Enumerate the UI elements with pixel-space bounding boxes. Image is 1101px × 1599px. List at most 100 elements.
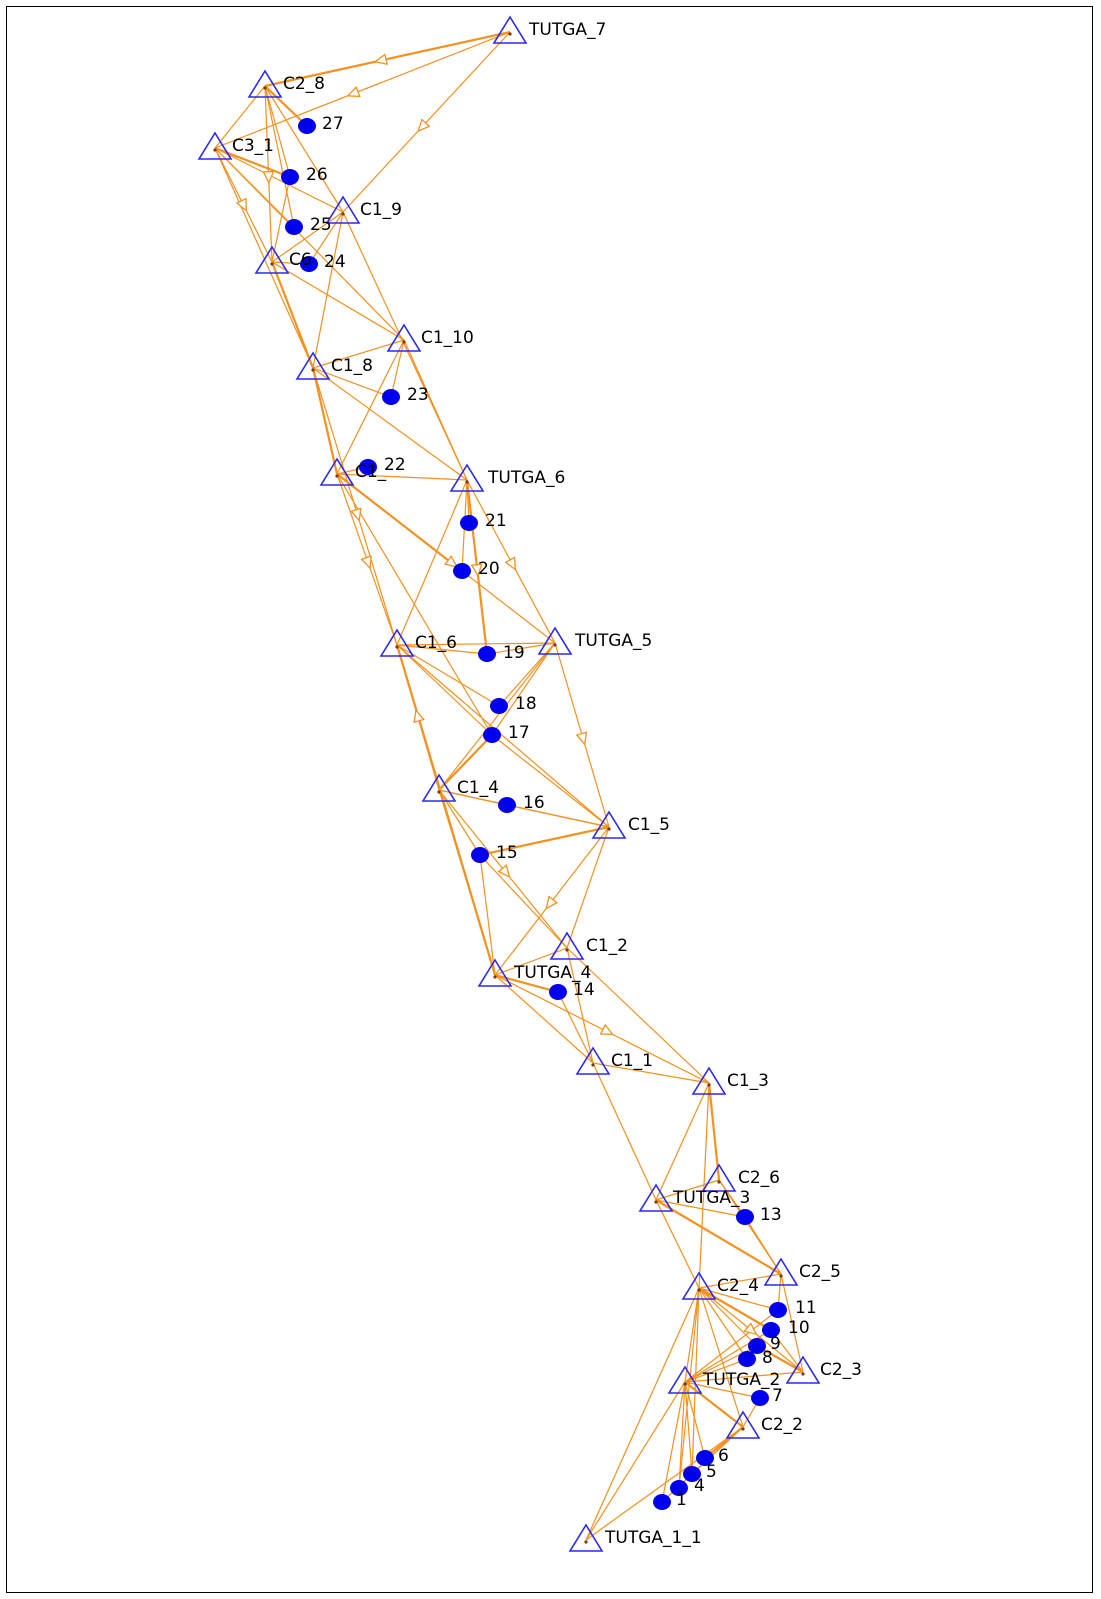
edge-TUTGA_4-C1_3 bbox=[494, 974, 710, 1084]
point-label-P15: 15 bbox=[496, 843, 518, 863]
station-triangle-C1_9 bbox=[325, 195, 361, 224]
station-triangle-TUTGA_5 bbox=[537, 626, 573, 655]
edge-TUTGA_5-P17 bbox=[491, 642, 556, 736]
edge-C2_4-TUTGA_2 bbox=[684, 1287, 700, 1383]
edge-C1_4-P15 bbox=[438, 789, 481, 856]
edge-C1_10-TUTGA_6 bbox=[403, 339, 468, 481]
station-label-C1_10: C1_10 bbox=[421, 328, 474, 348]
edge-TUTGA_7-C1_9 bbox=[342, 31, 511, 213]
point-label-P8: 8 bbox=[762, 1348, 773, 1368]
point-marker-P10 bbox=[762, 1322, 780, 1338]
edge-C2_4-P4 bbox=[678, 1287, 700, 1489]
point-marker-P27 bbox=[298, 118, 316, 134]
station-center-C2_8 bbox=[263, 86, 267, 90]
station-label-C2_8: C2_8 bbox=[283, 74, 326, 94]
point-label-P25: 25 bbox=[310, 215, 332, 235]
edge-TUTGA_2-P7 bbox=[684, 1381, 761, 1399]
point-label-P14: 14 bbox=[573, 980, 595, 1000]
edge-TUTGA_2-P11 bbox=[684, 1309, 779, 1383]
point-label-P9: 9 bbox=[770, 1334, 781, 1354]
station-triangle-C2_5 bbox=[763, 1257, 799, 1286]
arrowheads-layer bbox=[235, 53, 758, 1336]
edge-C2_4-C2_2 bbox=[698, 1287, 744, 1428]
edge-C2_5-C2_3 bbox=[780, 1273, 804, 1373]
station-triangle-C1_6 bbox=[379, 628, 415, 657]
point-label-P1: 1 bbox=[676, 1490, 687, 1510]
station-label-TUTGA_1: TUTGA_1_1 bbox=[605, 1528, 702, 1548]
point-label-P24: 24 bbox=[324, 252, 346, 272]
point-marker-P25 bbox=[285, 219, 303, 235]
station-triangle-TUTGA_1 bbox=[568, 1523, 604, 1552]
station-label-C1_2: C1_2 bbox=[586, 936, 629, 956]
edge-C1_4-TUTGA_4 bbox=[438, 789, 496, 976]
station-center-TUTGA_3 bbox=[654, 1200, 658, 1204]
station-label-TUTGA_6: TUTGA_6 bbox=[488, 468, 566, 488]
edge-TUTGA_3-C2_5 bbox=[655, 1199, 782, 1275]
edge-C1_9-P24 bbox=[308, 211, 344, 265]
edge-C3_1-C1_8 bbox=[214, 147, 314, 369]
edge-C6-C1_10 bbox=[271, 261, 405, 341]
edge-C2_5-C2_4 bbox=[698, 1273, 782, 1289]
edge-C3_1-C1_9 bbox=[214, 147, 344, 213]
station-triangle-C1_7 bbox=[319, 457, 355, 486]
station-triangle-C6 bbox=[254, 245, 290, 274]
arrowhead-C1_7-TUTGA_5 bbox=[444, 555, 459, 568]
edge-C2_8-P25 bbox=[264, 85, 295, 228]
point-label-P18: 18 bbox=[515, 694, 537, 714]
edge-C1_6-P18 bbox=[396, 644, 500, 707]
point-label-P16: 16 bbox=[523, 793, 545, 813]
point-marker-P7 bbox=[751, 1390, 769, 1406]
edge-C2_8-P27 bbox=[264, 85, 308, 127]
arrowhead-C2_4-C2_3 bbox=[743, 1322, 758, 1336]
station-label-C2_4: C2_4 bbox=[717, 1276, 760, 1296]
point-label-P23: 23 bbox=[407, 385, 429, 405]
station-triangle-C1_2 bbox=[549, 931, 585, 960]
edge-TUTGA_7-C3_1 bbox=[214, 31, 511, 149]
station-label-TUTGA_4: TUTGA_4 bbox=[514, 963, 592, 983]
station-center-C2_3 bbox=[801, 1372, 805, 1376]
arrowhead-TUTGA_4-C1_3 bbox=[599, 1023, 615, 1036]
point-label-P22: 22 bbox=[384, 455, 406, 475]
diagram-frame bbox=[6, 6, 1093, 1593]
station-center-TUTGA_2 bbox=[683, 1382, 687, 1386]
arrowhead-C1_8-C1_6 bbox=[350, 507, 362, 522]
edge-TUTGA_2-P5 bbox=[684, 1381, 693, 1475]
station-center-C1_8 bbox=[311, 368, 315, 372]
station-triangle-C2_6 bbox=[701, 1163, 737, 1192]
point-marker-P21 bbox=[460, 515, 478, 531]
arrowhead-TUTGA_7-C2_8 bbox=[373, 53, 388, 66]
edge-C1_1-TUTGA_3 bbox=[592, 1062, 657, 1201]
arrowhead-C1_5-TUTGA_4 bbox=[545, 895, 559, 910]
edge-TUTGA_2-TUTGA_1 bbox=[585, 1381, 686, 1541]
edge-C6-P26 bbox=[271, 176, 291, 263]
station-label-C1_5: C1_5 bbox=[628, 815, 671, 835]
edge-TUTGA_3-C2_4 bbox=[655, 1199, 700, 1289]
nodes-layer bbox=[197, 15, 821, 1552]
point-label-P20: 20 bbox=[478, 559, 500, 579]
point-label-P13: 13 bbox=[760, 1205, 782, 1225]
edge-C1_5-P17 bbox=[491, 734, 610, 828]
edge-C2_4-P11 bbox=[698, 1287, 779, 1311]
station-center-C2_6 bbox=[717, 1180, 721, 1184]
station-label-C2_5: C2_5 bbox=[799, 1262, 842, 1282]
edge-C1_3-C2_4 bbox=[698, 1082, 710, 1289]
station-center-TUTGA_6 bbox=[465, 480, 469, 484]
edge-C1_10-P23 bbox=[390, 339, 405, 398]
arrowhead-TUTGA_6-P19 bbox=[470, 563, 483, 578]
edge-C1_6-P17 bbox=[396, 644, 493, 736]
arrowhead-C1_4-C1_2 bbox=[497, 864, 511, 879]
station-triangle-C2_3 bbox=[785, 1355, 821, 1384]
edge-C2_4-P8 bbox=[698, 1287, 748, 1360]
edge-C1_3-C2_6 bbox=[707, 1082, 721, 1181]
edge-TUTGA_2-P4 bbox=[678, 1381, 686, 1489]
point-marker-P8 bbox=[738, 1351, 756, 1367]
edge-C2_4-TUTGA_1 bbox=[585, 1287, 700, 1541]
point-marker-P24 bbox=[300, 256, 318, 272]
station-triangle-C2_8 bbox=[247, 69, 283, 98]
edge-C2_4-P5 bbox=[691, 1287, 700, 1475]
edge-C2_4-P9 bbox=[698, 1287, 758, 1347]
edge-C1_9-C1_8 bbox=[312, 211, 344, 369]
station-label-C1_1: C1_1 bbox=[611, 1051, 654, 1071]
edge-C2_8-P26 bbox=[264, 85, 291, 178]
